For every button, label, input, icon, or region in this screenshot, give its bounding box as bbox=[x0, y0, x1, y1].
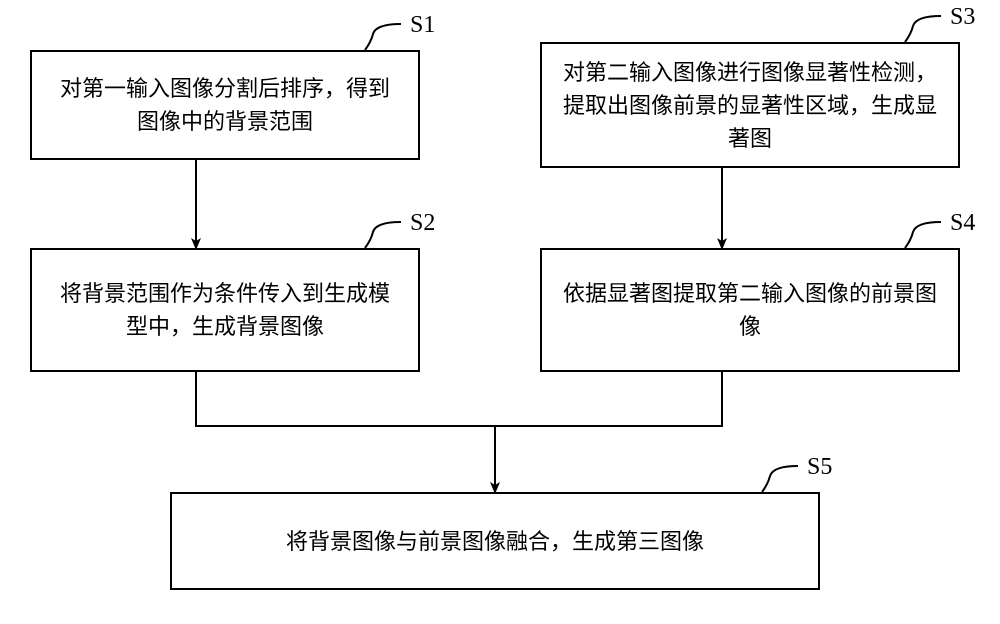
flowchart-node-s3: 对第二输入图像进行图像显著性检测，提取出图像前景的显著性区域，生成显著图 bbox=[540, 42, 960, 168]
step-label-s4: S4 bbox=[950, 210, 975, 237]
step-flag-s1 bbox=[365, 24, 401, 50]
node-text: 将背景范围作为条件传入到生成模型中，生成背景图像 bbox=[52, 277, 398, 343]
edge-s2-join bbox=[196, 372, 495, 426]
node-text: 依据显著图提取第二输入图像的前景图像 bbox=[562, 277, 938, 343]
flowchart-node-s5: 将背景图像与前景图像融合，生成第三图像 bbox=[170, 492, 820, 590]
step-label-s1: S1 bbox=[410, 12, 435, 39]
node-text: 对第二输入图像进行图像显著性检测，提取出图像前景的显著性区域，生成显著图 bbox=[562, 56, 938, 155]
node-text: 将背景图像与前景图像融合，生成第三图像 bbox=[286, 525, 704, 558]
step-flag-s5 bbox=[762, 466, 798, 492]
flowchart-node-s1: 对第一输入图像分割后排序，得到图像中的背景范围 bbox=[30, 50, 420, 160]
flowchart-node-s4: 依据显著图提取第二输入图像的前景图像 bbox=[540, 248, 960, 372]
edge-s4-join bbox=[495, 372, 722, 426]
step-label-s5: S5 bbox=[807, 454, 832, 481]
step-label-s3: S3 bbox=[950, 4, 975, 31]
step-label-s2: S2 bbox=[410, 210, 435, 237]
step-flag-s3 bbox=[905, 16, 941, 42]
flowchart-node-s2: 将背景范围作为条件传入到生成模型中，生成背景图像 bbox=[30, 248, 420, 372]
node-text: 对第一输入图像分割后排序，得到图像中的背景范围 bbox=[52, 72, 398, 138]
flowchart-canvas: 对第一输入图像分割后排序，得到图像中的背景范围 S1 对第二输入图像进行图像显著性检… bbox=[0, 0, 1000, 624]
step-flag-s4 bbox=[905, 222, 941, 248]
step-flag-s2 bbox=[365, 222, 401, 248]
